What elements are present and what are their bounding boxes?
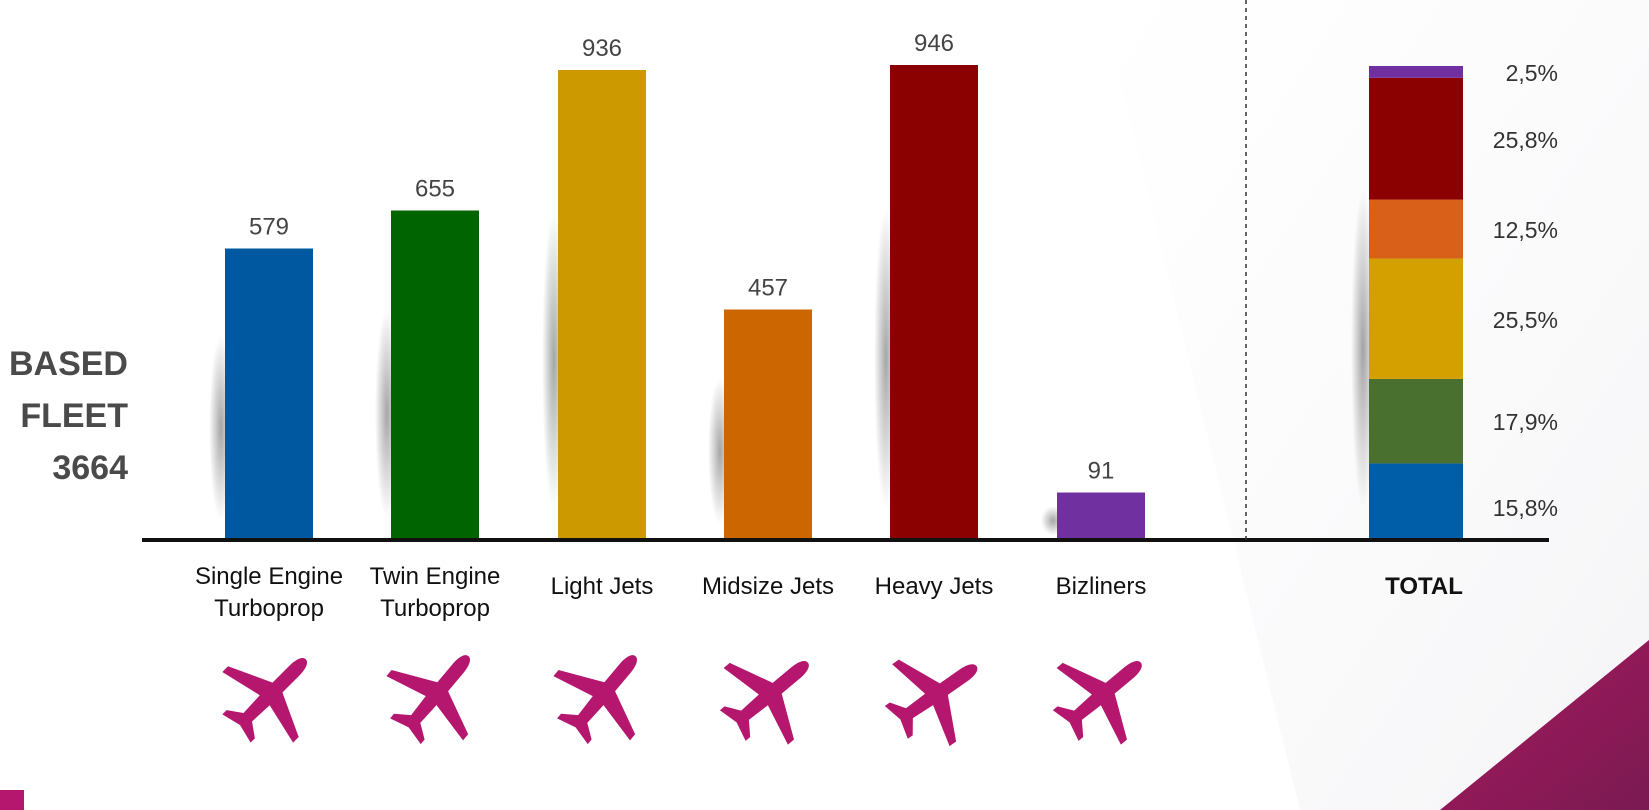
light-jet-icon <box>534 624 674 764</box>
category-label: Single Engine <box>195 563 343 590</box>
segment-percent-label: 2,5% <box>1506 60 1558 86</box>
category-label: Turboprop <box>214 595 324 622</box>
bizliner-icon <box>1033 624 1173 764</box>
total-segment <box>1369 77 1463 200</box>
category-label: Turboprop <box>380 595 490 622</box>
single-engine-turboprop-icon <box>201 623 342 764</box>
bar <box>1057 492 1145 538</box>
total-segment <box>1369 199 1463 259</box>
bar-value-label: 936 <box>582 35 622 62</box>
bar-value-label: 655 <box>415 176 455 203</box>
segment-percent-label: 17,9% <box>1493 409 1558 435</box>
category-label: Twin Engine <box>370 563 501 590</box>
based-fleet-line-2: FLEET <box>20 397 128 435</box>
bar <box>225 248 313 538</box>
bars-group <box>225 65 1145 538</box>
bar-value-label: 579 <box>249 214 289 241</box>
total-stack-group <box>1369 66 1463 538</box>
total-segment <box>1369 66 1463 78</box>
midsize-jet-icon <box>700 624 840 764</box>
category-label: Midsize Jets <box>702 573 834 600</box>
segment-percent-label: 25,8% <box>1493 127 1558 153</box>
bar <box>558 70 646 538</box>
category-label: Light Jets <box>551 573 654 600</box>
icons-group <box>201 623 1173 764</box>
bar <box>890 65 978 538</box>
total-segment <box>1369 463 1463 538</box>
corner-square <box>0 790 24 810</box>
heavy-jet-icon <box>867 625 1006 764</box>
labels-group: 579 Single Engine Turboprop 655 Twin Engine T… <box>195 30 1558 622</box>
segment-percent-label: 25,5% <box>1493 307 1558 333</box>
bar-value-label: 91 <box>1088 458 1115 485</box>
category-label: Heavy Jets <box>875 573 994 600</box>
bar-value-label: 946 <box>914 30 954 57</box>
bar <box>391 210 479 538</box>
bar-value-label: 457 <box>748 275 788 302</box>
segment-percent-label: 15,8% <box>1493 495 1558 521</box>
based-fleet-label: BASED FLEET 3664 <box>0 338 128 494</box>
total-category-label: TOTAL <box>1385 573 1463 600</box>
segment-percent-label: 12,5% <box>1493 217 1558 243</box>
total-segment <box>1369 378 1463 464</box>
based-fleet-line-3: 3664 <box>52 449 128 487</box>
total-segment <box>1369 258 1463 379</box>
corner-accent <box>1440 640 1649 810</box>
category-label: Bizliners <box>1056 573 1147 600</box>
twin-engine-turboprop-icon <box>367 624 507 764</box>
bar <box>724 309 812 538</box>
based-fleet-line-1: BASED <box>8 345 128 383</box>
